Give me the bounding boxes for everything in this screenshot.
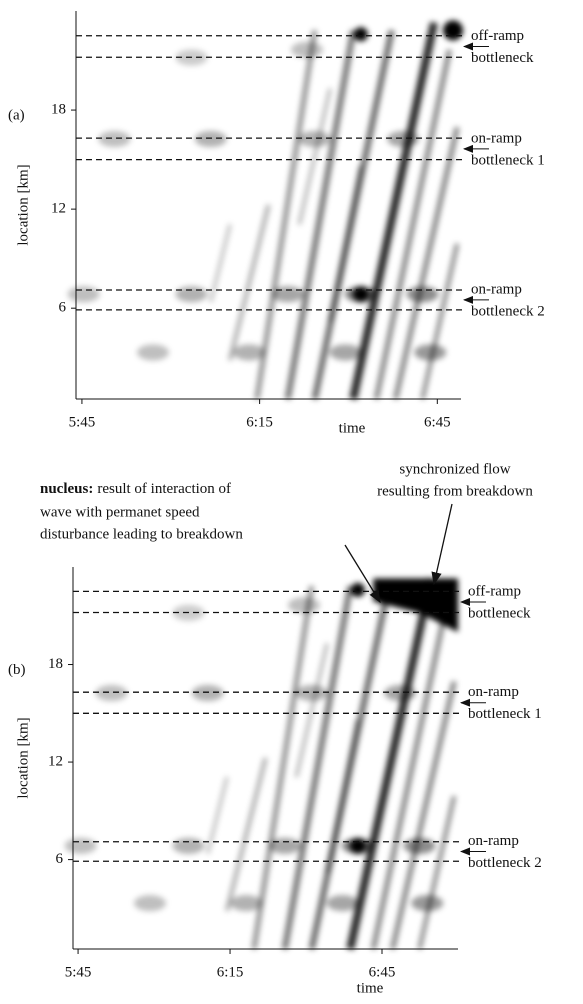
annotation-bold: nucleus:: [40, 481, 93, 497]
heatmap-streak: [206, 776, 229, 854]
panel-label: (a): [8, 108, 25, 124]
heatmap-blob: [295, 685, 328, 702]
y-tick-label: 18: [51, 102, 66, 118]
annotation-text: result of interaction of: [97, 481, 231, 497]
heatmap-streak: [297, 88, 332, 225]
heatmap-streak: [370, 604, 449, 950]
annotation: nucleus: result of interaction of: [40, 481, 231, 497]
heatmap-nucleus: [353, 27, 368, 42]
x-axis-label: time: [357, 980, 384, 996]
x-tick-label: 6:15: [246, 414, 273, 430]
heatmap-blob: [291, 41, 323, 58]
heatmap-blob: [298, 131, 331, 148]
y-tick-label: 6: [59, 300, 67, 316]
heatmap-blob: [230, 895, 263, 912]
heatmap-streak: [420, 243, 460, 400]
annotation: resulting from breakdown: [377, 483, 533, 499]
heatmap-streak: [373, 49, 452, 400]
heatmap-streak: [254, 30, 318, 400]
heatmap-streak: [393, 126, 460, 400]
bottleneck-label: off-ramp: [468, 583, 521, 599]
x-axis-label: time: [339, 420, 366, 436]
bottleneck-label: bottleneck 1: [468, 706, 542, 722]
heatmap-congestion: [443, 20, 463, 41]
bottleneck-label: bottleneck: [468, 605, 531, 621]
bottleneck-label: on-ramp: [468, 833, 519, 849]
annotation: wave with permanet speed: [40, 504, 200, 520]
heatmap-streak: [325, 719, 360, 873]
x-tick-label: 6:45: [369, 964, 396, 980]
y-tick-label: 18: [48, 656, 63, 672]
x-tick-label: 5:45: [65, 964, 92, 980]
y-tick-label: 6: [56, 851, 64, 867]
y-tick-label: 12: [51, 201, 66, 217]
heatmap: [64, 577, 458, 950]
bottleneck-label: bottleneck: [471, 50, 534, 66]
heatmap-streak: [328, 165, 363, 322]
heatmap-blob: [233, 344, 266, 361]
annotation: synchronized flow: [399, 461, 510, 477]
bottleneck-label: on-ramp: [471, 281, 522, 297]
y-axis-label: location [km]: [15, 717, 31, 798]
heatmap-streak: [209, 224, 232, 303]
y-axis-label: location [km]: [15, 164, 31, 245]
heatmap-blob: [191, 685, 224, 702]
x-tick-label: 6:15: [217, 964, 244, 980]
heatmap-streak: [251, 585, 315, 950]
heatmap-blob: [98, 131, 131, 148]
panel-label: (b): [8, 662, 26, 678]
heatmap-blob: [134, 895, 166, 912]
bottleneck-label: bottleneck 2: [471, 303, 545, 319]
bottleneck-label: bottleneck 1: [471, 152, 545, 168]
heatmap-nucleus: [349, 837, 366, 854]
x-tick-label: 5:45: [69, 414, 96, 430]
heatmap-blob: [95, 685, 128, 702]
annotation: disturbance leading to breakdown: [40, 526, 243, 542]
heatmap-blob: [329, 344, 362, 361]
heatmap-blob: [414, 344, 447, 361]
heatmap-streak: [390, 681, 457, 950]
y-tick-label: 12: [48, 754, 63, 770]
heatmap-streak: [346, 577, 435, 950]
bottleneck-label: off-ramp: [471, 28, 524, 44]
heatmap-blob: [67, 286, 100, 303]
heatmap-nucleus: [352, 286, 369, 303]
heatmap-blob: [172, 837, 205, 854]
x-tick-label: 6:45: [424, 414, 451, 430]
heatmap-streak: [281, 585, 354, 950]
heatmap-blob: [271, 286, 304, 303]
heatmap-blob: [406, 286, 439, 303]
heatmap-streak: [349, 21, 438, 400]
heatmap-blob: [64, 837, 97, 854]
heatmap-blob: [411, 895, 444, 912]
bottleneck-label: on-ramp: [468, 684, 519, 700]
heatmap-streak: [225, 757, 268, 912]
heatmap-blob: [387, 131, 420, 148]
bottleneck-label: on-ramp: [471, 130, 522, 146]
heatmap-nucleus: [350, 582, 365, 597]
heatmap-blob: [268, 837, 301, 854]
heatmap-streak: [294, 643, 329, 778]
heatmap-streak: [228, 204, 271, 361]
heatmap-blob: [194, 131, 227, 148]
annotation-arrow: [344, 544, 381, 604]
heatmap-streak: [284, 29, 357, 400]
heatmap-blob: [403, 837, 436, 854]
heatmap-blob: [288, 597, 320, 614]
heatmap: [67, 20, 463, 400]
heatmap-streak: [417, 795, 457, 950]
heatmap-blob: [326, 895, 359, 912]
heatmap-blob: [175, 286, 208, 303]
heatmap-blob: [137, 344, 169, 361]
bottleneck-label: bottleneck 2: [468, 855, 542, 871]
annotation-arrow: [431, 503, 453, 586]
heatmap-blob: [384, 685, 417, 702]
